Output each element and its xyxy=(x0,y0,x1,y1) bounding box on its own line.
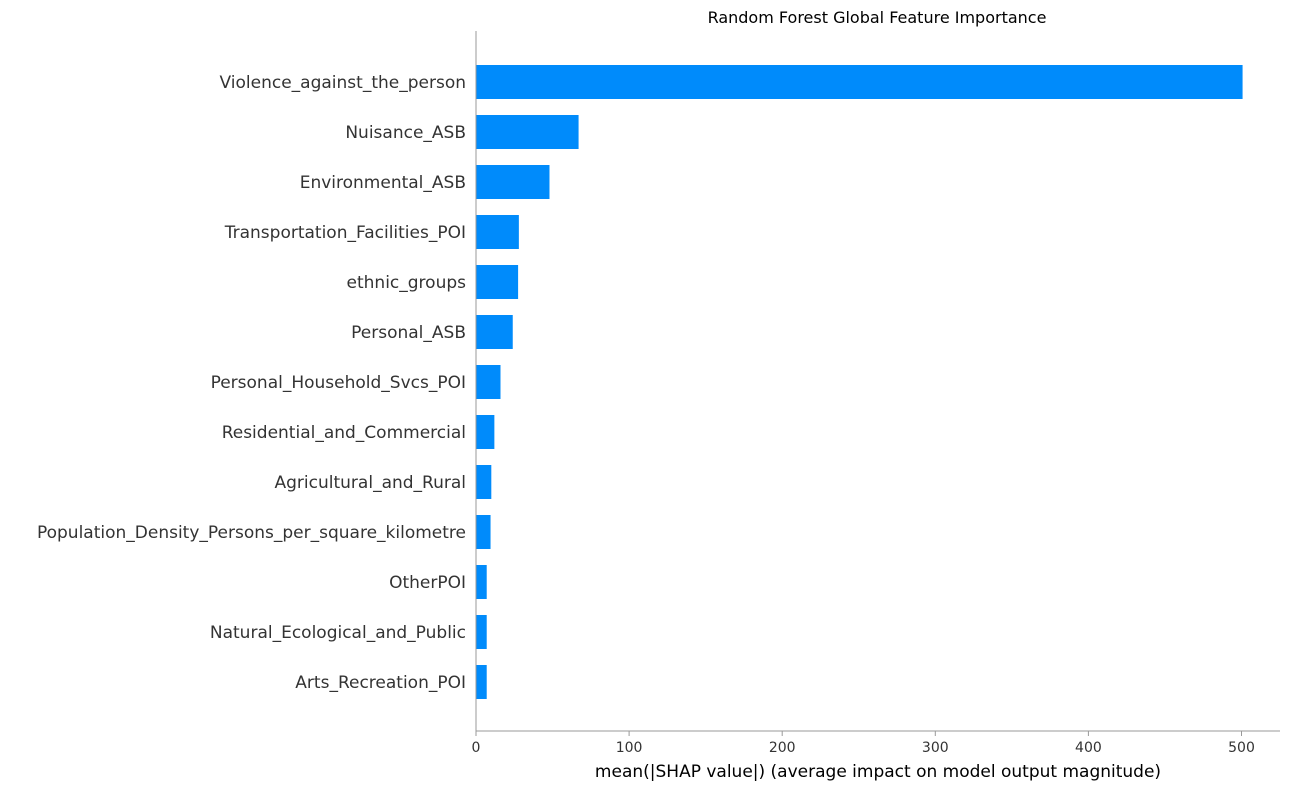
chart-title: Random Forest Global Feature Importance xyxy=(708,8,1047,27)
category-label: OtherPOI xyxy=(389,573,466,593)
bar-1 xyxy=(476,115,579,149)
category-label: Nuisance_ASB xyxy=(345,123,466,143)
category-label: Arts_Recreation_POI xyxy=(295,673,466,693)
x-tick-label: 200 xyxy=(769,740,796,756)
bar-11 xyxy=(476,615,487,649)
x-tick-label: 400 xyxy=(1075,740,1102,756)
category-label: Personal_ASB xyxy=(351,323,466,343)
x-tick-label: 500 xyxy=(1228,740,1255,756)
category-label: Personal_Household_Svcs_POI xyxy=(211,373,466,393)
bar-8 xyxy=(476,465,492,499)
category-label: ethnic_groups xyxy=(347,273,467,293)
bar-4 xyxy=(476,265,519,299)
category-label: Environmental_ASB xyxy=(300,173,466,193)
x-tick-label: 0 xyxy=(472,740,481,756)
x-tick-label: 100 xyxy=(616,740,643,756)
bar-12 xyxy=(476,665,487,699)
bar-7 xyxy=(476,415,495,449)
bar-10 xyxy=(476,565,487,599)
x-tick-label: 300 xyxy=(922,740,949,756)
bar-6 xyxy=(476,365,501,399)
x-axis-label: mean(|SHAP value|) (average impact on mo… xyxy=(595,762,1161,782)
bar-5 xyxy=(476,315,513,349)
bar-group xyxy=(476,65,1243,699)
category-label: Agricultural_and_Rural xyxy=(275,473,466,493)
bar-2 xyxy=(476,165,550,199)
category-label: Population_Density_Persons_per_square_ki… xyxy=(37,523,466,543)
x-tick-group: 0 100 200 300 400 500 xyxy=(472,731,1255,756)
category-label: Transportation_Facilities_POI xyxy=(224,223,466,243)
category-label: Residential_and_Commercial xyxy=(222,423,466,443)
category-label-group: Violence_against_the_person Nuisance_ASB E… xyxy=(37,73,466,693)
category-label: Violence_against_the_person xyxy=(220,73,466,93)
bar-9 xyxy=(476,515,491,549)
category-label: Natural_Ecological_and_Public xyxy=(210,623,466,643)
bar-3 xyxy=(476,215,519,249)
bar-0 xyxy=(476,65,1243,99)
